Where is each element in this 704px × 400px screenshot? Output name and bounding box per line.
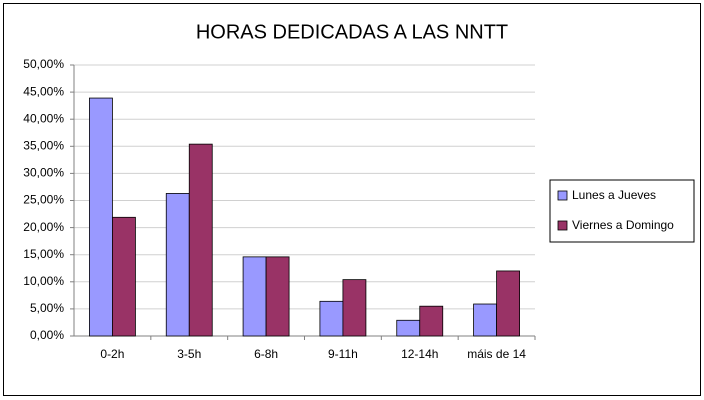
legend-swatch <box>557 220 568 231</box>
bar <box>496 270 520 337</box>
x-tick-label: 9-11h <box>328 347 358 361</box>
y-tick-label: 35,00% <box>23 138 64 152</box>
x-tick-label: 3-5h <box>177 347 201 361</box>
y-tick-label: 25,00% <box>23 193 64 207</box>
y-tick-label: 50,00% <box>23 57 64 71</box>
x-tick-label: 0-2h <box>100 347 124 361</box>
bar <box>473 303 497 337</box>
y-tick-label: 30,00% <box>23 166 64 180</box>
y-tick-label: 40,00% <box>23 111 64 125</box>
x-tick-label: máis de 14 <box>467 347 526 361</box>
y-tick-label: 20,00% <box>23 220 64 234</box>
y-tick-label: 5,00% <box>30 301 64 315</box>
y-tick-label: 10,00% <box>23 274 64 288</box>
bar <box>242 256 267 337</box>
y-tick-label: 15,00% <box>23 247 64 261</box>
bar <box>319 300 344 337</box>
y-tick-label: 45,00% <box>23 84 64 98</box>
x-tick-label: 12-14h <box>401 347 438 361</box>
bar <box>396 319 421 337</box>
bar <box>419 305 444 337</box>
bar <box>165 193 190 337</box>
y-tick-label: 0,00% <box>30 328 64 342</box>
x-tick-label: 6-8h <box>254 347 278 361</box>
bar <box>112 216 136 337</box>
bar <box>342 279 367 337</box>
bar <box>265 256 290 337</box>
legend-label: Viernes a Domingo <box>572 218 674 232</box>
legend-swatch <box>557 190 568 201</box>
legend-box <box>549 179 695 243</box>
bar <box>89 97 113 337</box>
bar <box>188 143 213 337</box>
legend-label: Lunes a Jueves <box>572 188 656 202</box>
chart-title: HORAS DEDICADAS A LAS NNTT <box>196 21 508 43</box>
